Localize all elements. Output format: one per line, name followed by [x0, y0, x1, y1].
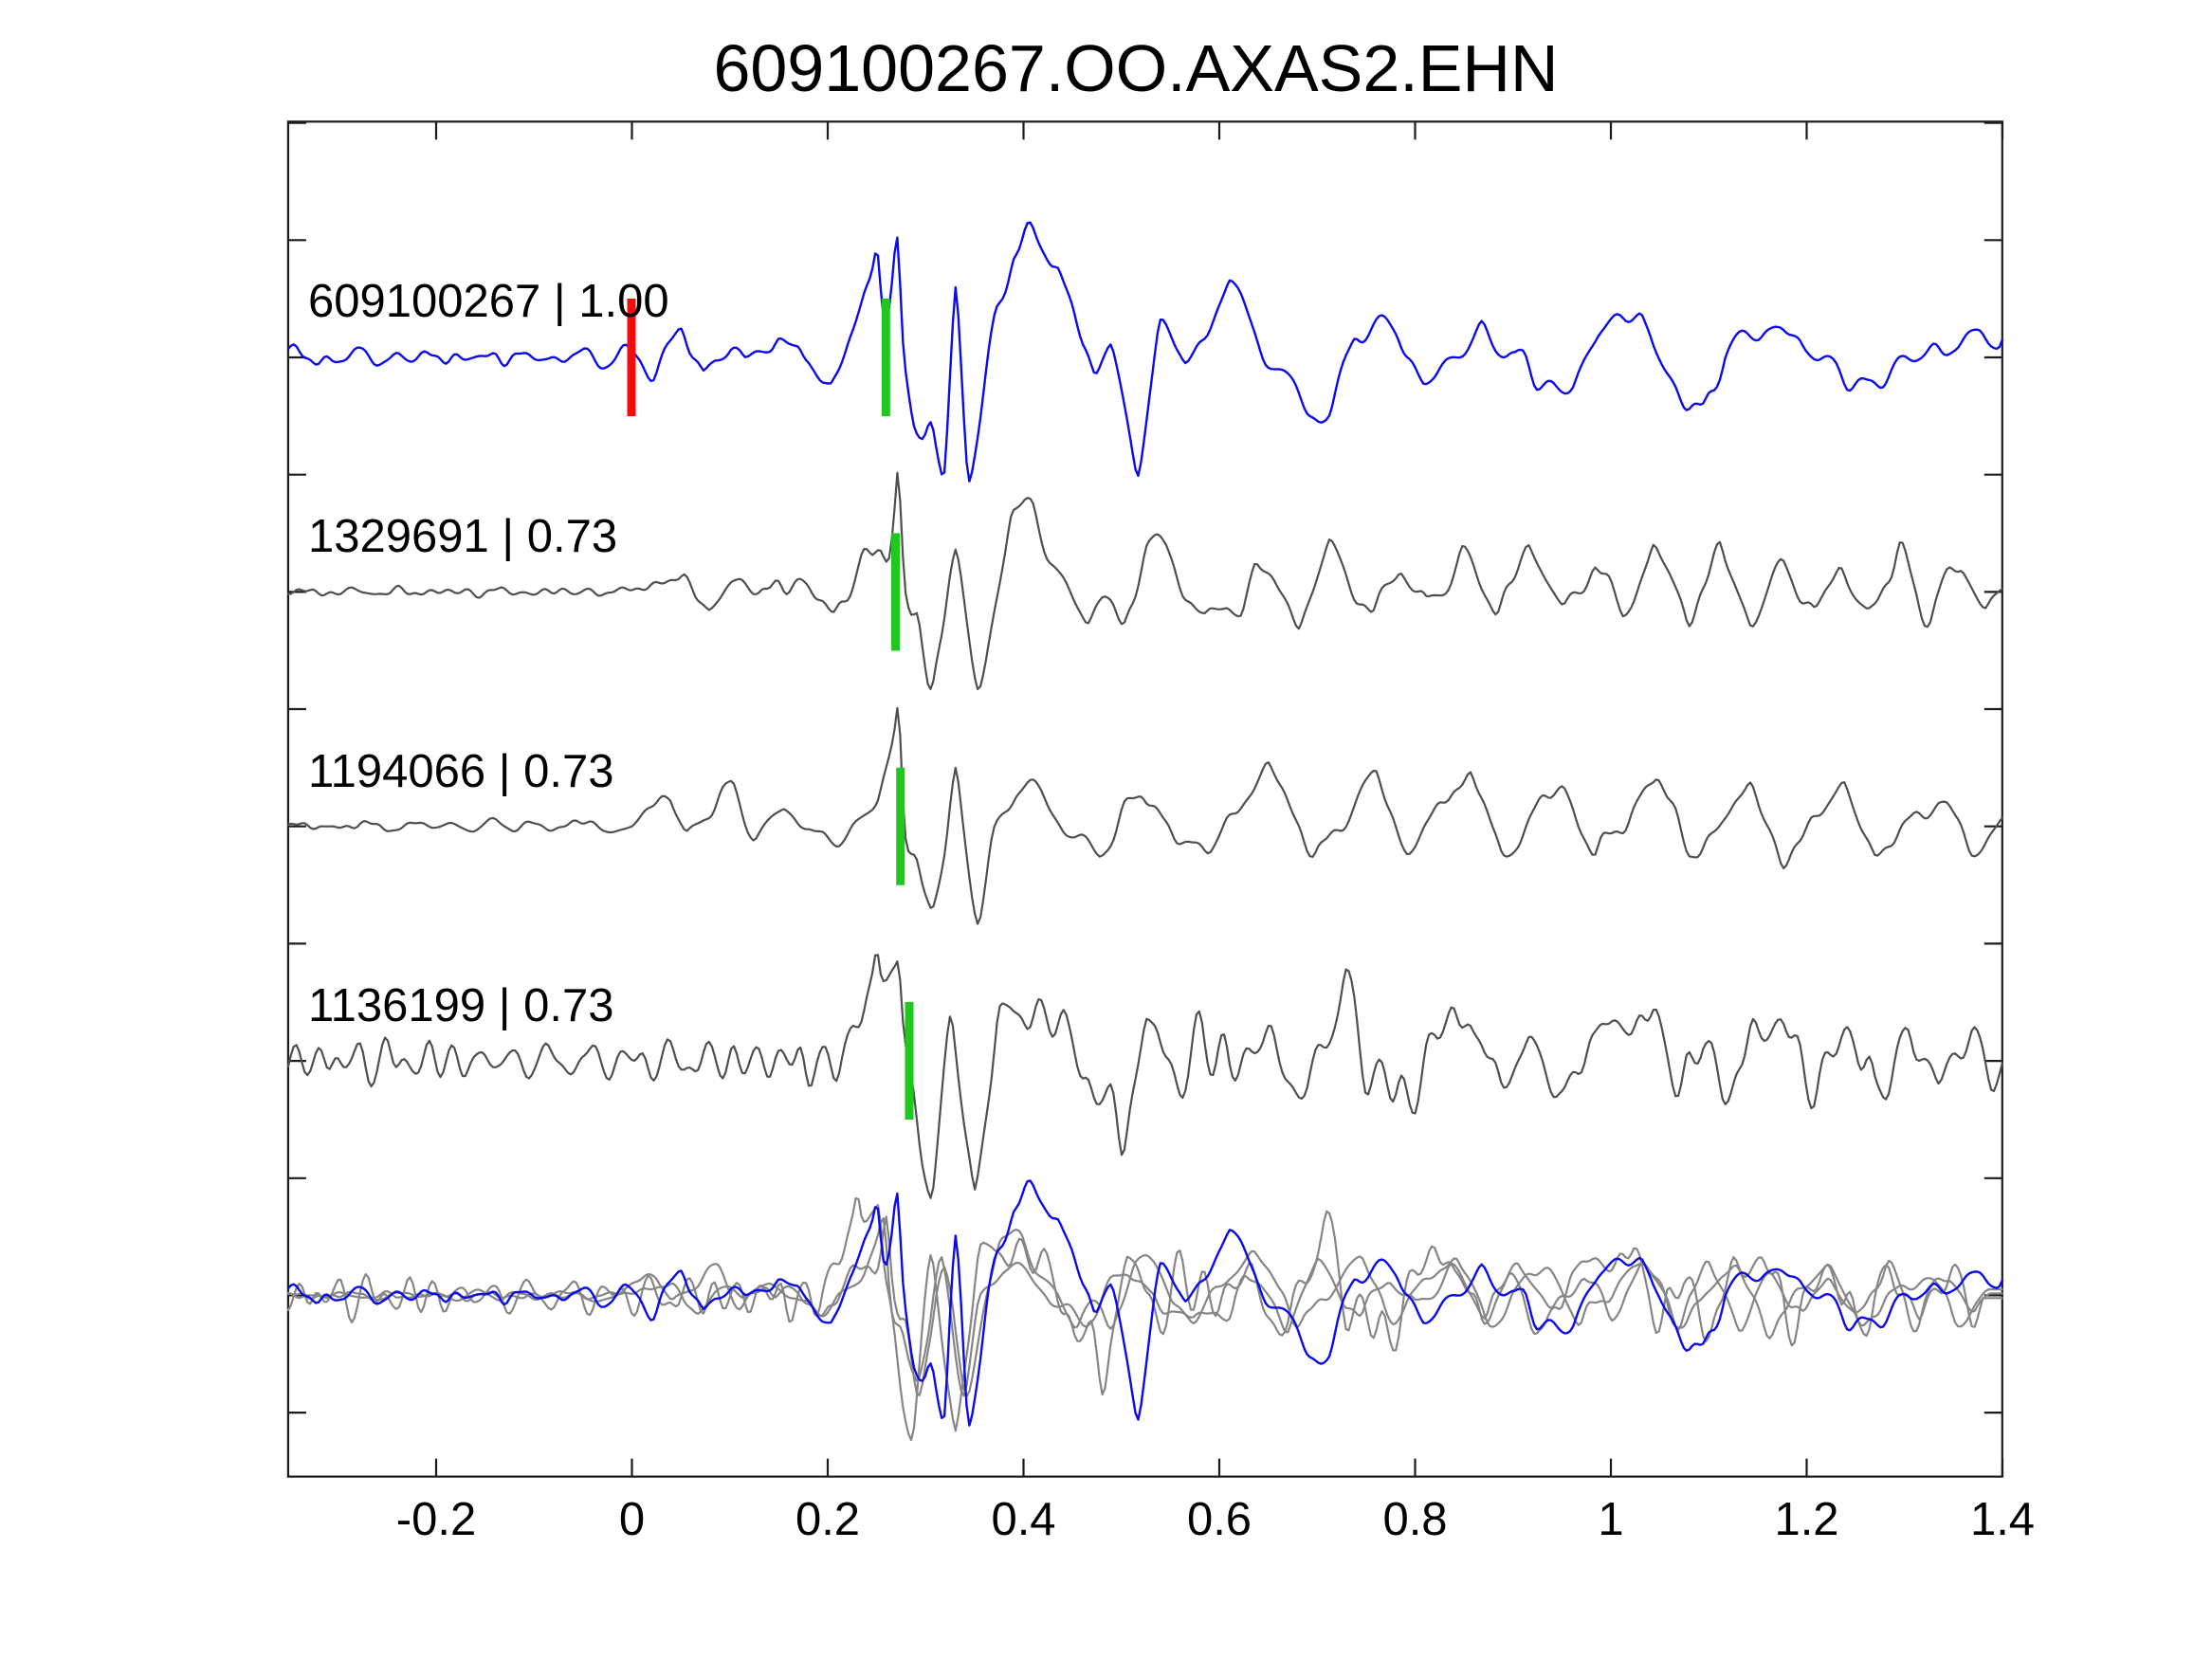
- svg-text:0.2: 0.2: [795, 1494, 860, 1545]
- svg-text:1329691 | 0.73: 1329691 | 0.73: [308, 511, 617, 562]
- svg-text:1: 1: [1598, 1494, 1623, 1545]
- svg-text:1.4: 1.4: [1970, 1494, 2035, 1545]
- svg-text:1.2: 1.2: [1774, 1494, 1838, 1545]
- svg-text:0.6: 0.6: [1187, 1494, 1252, 1545]
- svg-text:1194066 | 0.73: 1194066 | 0.73: [308, 746, 613, 797]
- svg-text:0.8: 0.8: [1382, 1494, 1447, 1545]
- svg-text:1136199 | 0.73: 1136199 | 0.73: [308, 980, 613, 1031]
- svg-text:-0.2: -0.2: [396, 1494, 476, 1545]
- svg-text:0: 0: [619, 1494, 645, 1545]
- svg-text:609100267 | 1.00: 609100267 | 1.00: [308, 276, 669, 327]
- svg-text:609100267.OO.AXAS2.EHN: 609100267.OO.AXAS2.EHN: [713, 31, 1558, 105]
- svg-text:0.4: 0.4: [991, 1494, 1055, 1545]
